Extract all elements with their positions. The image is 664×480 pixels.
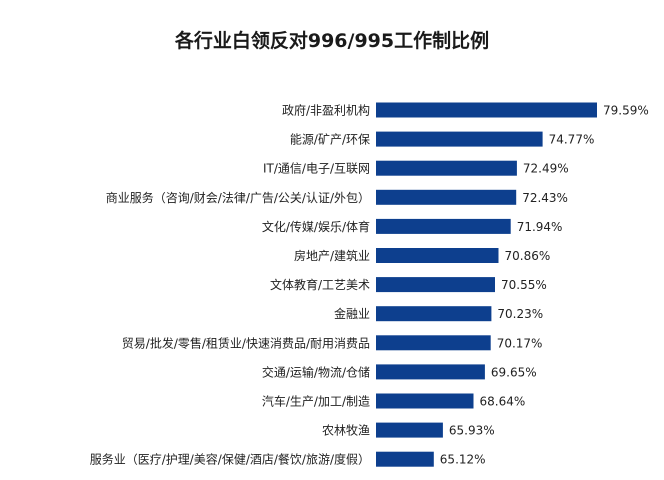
- category-label-1: 能源/矿产/环保: [290, 133, 370, 147]
- category-label-0: 政府/非盈利机构: [282, 103, 370, 118]
- bar-0: [376, 102, 597, 118]
- category-label-8: 贸易/批发/零售/租赁业/快速消费品/耐用消费品: [122, 335, 370, 350]
- bar-4: [376, 218, 511, 234]
- category-label-4: 文化/传媒/娱乐/体育: [262, 219, 370, 234]
- chart-title: 各行业白领反对996/995工作制比例: [174, 30, 490, 52]
- category-label-7: 金融业: [334, 306, 370, 321]
- bar-7: [376, 306, 492, 322]
- bar-1: [376, 131, 543, 147]
- value-label-7: 70.23%: [497, 307, 543, 321]
- value-label-4: 71.94%: [517, 220, 563, 234]
- value-label-5: 70.86%: [505, 249, 551, 263]
- value-label-9: 69.65%: [491, 365, 537, 379]
- category-label-9: 交通/运输/物流/仓储: [262, 364, 370, 379]
- category-label-10: 汽车/生产/加工/制造: [262, 394, 370, 409]
- bar-10: [376, 393, 474, 409]
- bar-6: [376, 277, 495, 293]
- bar-11: [376, 422, 443, 438]
- category-label-11: 农林牧渔: [322, 424, 370, 438]
- category-label-2: IT/通信/电子/互联网: [263, 162, 370, 176]
- value-label-1: 74.77%: [549, 133, 595, 147]
- bar-8: [376, 335, 491, 351]
- bar-12: [376, 451, 434, 467]
- category-label-3: 商业服务（咨询/财会/法律/广告/公关/认证/外包）: [106, 190, 370, 205]
- category-label-5: 房地产/建筑业: [294, 248, 370, 263]
- value-label-3: 72.43%: [522, 191, 568, 205]
- value-label-0: 79.59%: [603, 104, 649, 118]
- value-label-6: 70.55%: [501, 278, 547, 292]
- value-label-8: 70.17%: [497, 336, 543, 350]
- value-labels: 79.59% 74.77% 72.49% 72.43% 71.94% 70.86% 70.5…: [440, 104, 649, 467]
- value-label-11: 65.93%: [449, 424, 495, 438]
- bar-2: [376, 160, 517, 176]
- category-label-6: 文体教育/工艺美术: [270, 277, 370, 292]
- bar-3: [376, 189, 517, 205]
- category-label-12: 服务业（医疗/护理/美容/保健/酒店/餐饮/旅游/度假）: [90, 452, 370, 467]
- value-label-2: 72.49%: [523, 162, 569, 176]
- bar-5: [376, 248, 499, 263]
- value-label-10: 68.64%: [480, 395, 526, 409]
- value-label-12: 65.12%: [440, 453, 486, 467]
- bars-group: [376, 102, 597, 467]
- bar-9: [376, 364, 485, 380]
